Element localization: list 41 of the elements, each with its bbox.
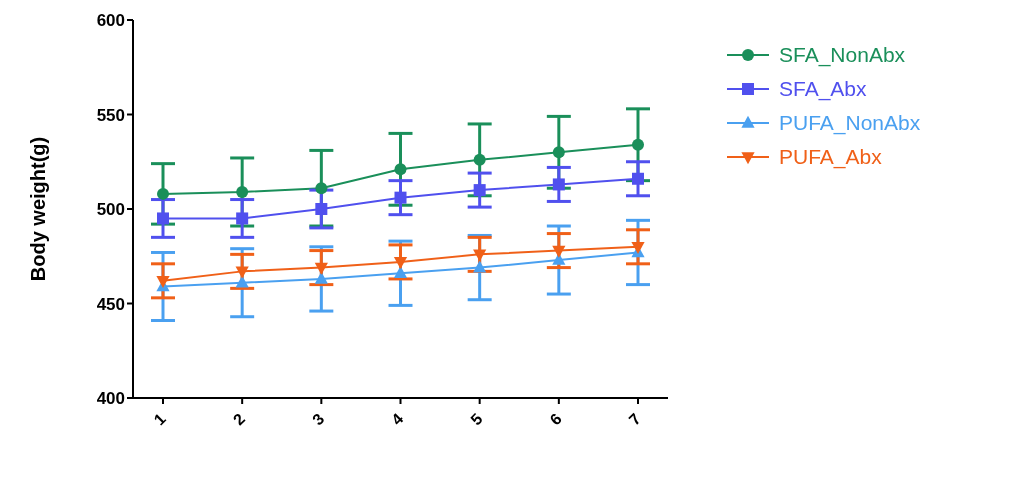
point: [314, 262, 328, 275]
x-tick-label: 2: [229, 409, 249, 429]
point: [315, 203, 328, 215]
x-tick-label: 4: [388, 409, 407, 429]
point: [314, 271, 328, 284]
point: [393, 266, 408, 279]
point: [552, 245, 566, 258]
point: [552, 146, 565, 159]
point: [632, 138, 644, 151]
point: [236, 185, 249, 198]
y-tick-label: 400: [96, 389, 125, 409]
point: [473, 260, 487, 273]
y-tick-label: 550: [96, 105, 125, 125]
y-tick-label: 600: [96, 11, 125, 31]
y-tick-label: 450: [96, 294, 125, 314]
x-tick-label: 6: [546, 409, 565, 429]
point: [157, 187, 169, 200]
point: [393, 257, 408, 270]
x-tick-label: 1: [150, 409, 170, 429]
legend-label: PUFA_NonAbx: [779, 111, 921, 135]
y-axis-title: Body weight(g): [27, 136, 50, 282]
legend-label: SFA_NonAbx: [779, 43, 906, 67]
point: [157, 212, 169, 225]
point: [394, 163, 407, 176]
legend-label: SFA_Abx: [779, 77, 867, 101]
point: [235, 275, 249, 288]
point: [473, 249, 487, 262]
point: [315, 182, 328, 195]
point: [394, 191, 407, 204]
x-tick-label: 7: [625, 409, 645, 429]
legend-label: PUFA_Abx: [779, 145, 882, 169]
point: [236, 212, 249, 225]
point: [632, 172, 644, 185]
point: [235, 266, 249, 279]
y-tick-label: 500: [96, 200, 125, 220]
point: [473, 184, 486, 197]
x-tick-label: 5: [467, 409, 486, 429]
point: [552, 178, 565, 191]
point: [473, 153, 486, 166]
point: [631, 242, 645, 254]
x-tick-label: 3: [309, 409, 328, 429]
